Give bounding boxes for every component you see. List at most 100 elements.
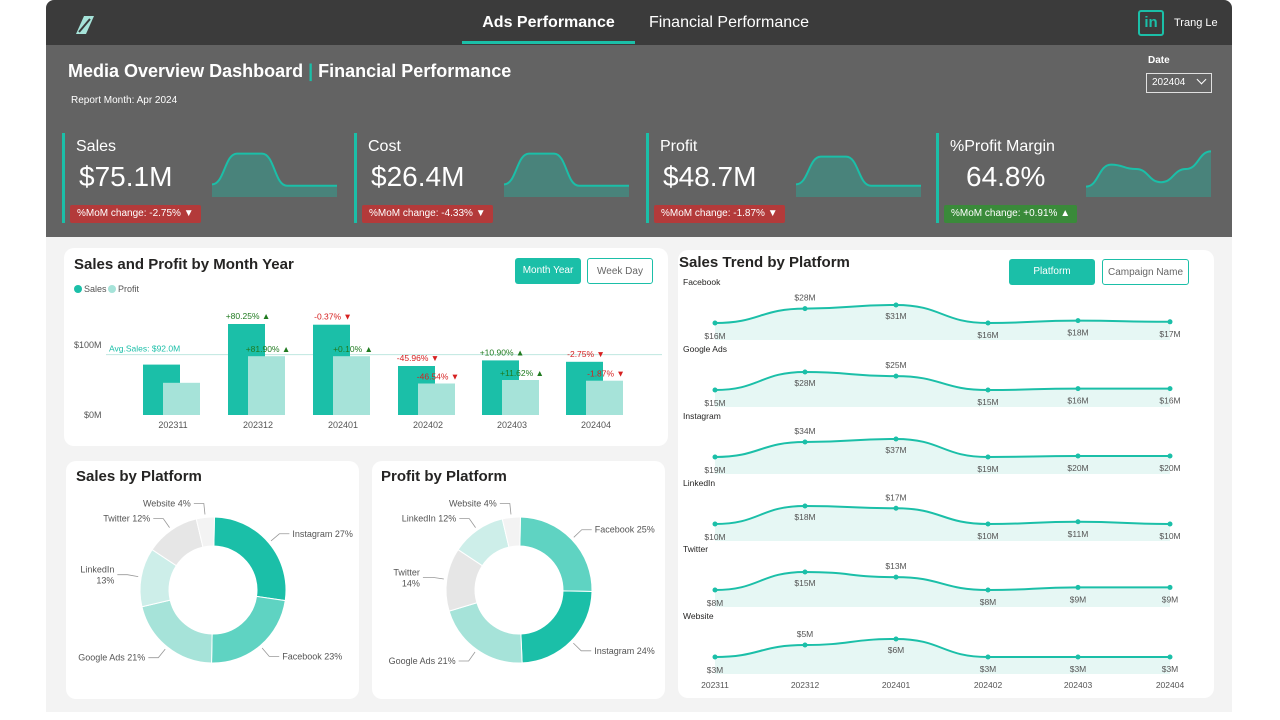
week-day-button[interactable]: Week Day bbox=[587, 258, 653, 284]
x-tick-label: 202311 bbox=[158, 420, 187, 430]
kpi-accent-bar bbox=[62, 133, 65, 223]
slice-label: Website 4% bbox=[449, 498, 497, 508]
tab-ads-performance[interactable]: Ads Performance bbox=[482, 14, 615, 31]
trend-value-label: $13M bbox=[885, 561, 906, 571]
trend-point bbox=[802, 306, 808, 312]
trend-value-label: $31M bbox=[885, 311, 906, 321]
slice-label: LinkedIn 13% bbox=[80, 565, 114, 586]
trend-point bbox=[802, 569, 808, 575]
legend-profit-swatch bbox=[108, 285, 116, 293]
trend-x-tick: 202402 bbox=[974, 680, 1003, 690]
trend-value-label: $20M bbox=[1159, 463, 1180, 473]
trend-area bbox=[715, 506, 1170, 541]
slice-leader-line bbox=[148, 648, 166, 659]
trend-value-label: $16M bbox=[704, 331, 725, 341]
platform-label: Facebook bbox=[683, 277, 721, 287]
kpi-value: $48.7M bbox=[663, 161, 757, 192]
kpi-card-sales: Sales $75.1M %MoM change: -2.75% ▼ bbox=[62, 131, 342, 227]
trend-x-tick: 202311 bbox=[701, 680, 729, 690]
profit-mom-label: +81.90% ▲ bbox=[246, 344, 291, 354]
slice-label-line: Instagram 24% bbox=[594, 646, 655, 656]
slice-label-line: Facebook 23% bbox=[282, 651, 342, 661]
user-name: Trang Le bbox=[1174, 17, 1218, 29]
platform-button[interactable]: Platform bbox=[1009, 259, 1095, 285]
trend-point bbox=[1075, 386, 1081, 392]
profit-bar bbox=[502, 380, 539, 415]
date-filter-label: Date bbox=[1148, 55, 1170, 66]
trend-point bbox=[985, 320, 991, 326]
sales-mom-label: +10.90% ▲ bbox=[480, 347, 525, 357]
trend-value-label: $9M bbox=[1162, 594, 1179, 604]
slice-label: Instagram 24% bbox=[594, 646, 655, 656]
kpi-label: Cost bbox=[368, 138, 401, 155]
trend-area bbox=[715, 572, 1170, 607]
trend-point bbox=[712, 654, 718, 660]
trend-value-label: $6M bbox=[888, 645, 905, 655]
trend-point bbox=[712, 387, 718, 393]
top-nav-bar: Ads Performance Financial Performance in… bbox=[46, 0, 1232, 45]
header-panel: Media Overview Dashboard | Financial Per… bbox=[46, 45, 1232, 237]
trend-point bbox=[1167, 654, 1173, 660]
slice-leader-line bbox=[458, 651, 476, 662]
trend-value-label: $16M bbox=[1159, 396, 1180, 406]
donut-slice bbox=[213, 516, 287, 602]
platform-label: Instagram bbox=[683, 411, 721, 421]
slice-label: Website 4% bbox=[143, 498, 191, 508]
slice-label-line: Facebook 25% bbox=[595, 525, 655, 535]
slice-label-line: Website 4% bbox=[449, 498, 497, 508]
trend-value-label: $17M bbox=[885, 492, 906, 502]
trend-line bbox=[714, 570, 1170, 592]
linkedin-icon[interactable]: in bbox=[1138, 10, 1164, 36]
month-chart-title: Sales and Profit by Month Year bbox=[74, 256, 294, 273]
trend-area bbox=[715, 639, 1170, 674]
slice-label-line: Website 4% bbox=[143, 498, 191, 508]
date-filter-value: 202404 bbox=[1152, 77, 1186, 88]
sparkline-area bbox=[796, 156, 921, 197]
trend-value-label: $3M bbox=[1070, 664, 1087, 674]
month-chart-card: Sales and Profit by Month Year Month Yea… bbox=[64, 248, 668, 446]
slice-label: LinkedIn 12% bbox=[402, 514, 457, 524]
slice-label: Google Ads 21% bbox=[78, 653, 145, 663]
trend-value-label: $18M bbox=[794, 512, 815, 522]
kpi-value: $75.1M bbox=[79, 161, 173, 192]
trend-value-label: $15M bbox=[794, 578, 815, 588]
page-title: Media Overview Dashboard | Financial Per… bbox=[68, 61, 511, 82]
kpi-accent-bar bbox=[936, 133, 939, 223]
platform-label: Twitter bbox=[683, 544, 708, 554]
dashboard-app: Ads Performance Financial Performance in… bbox=[46, 0, 1232, 712]
trend-point bbox=[893, 302, 899, 308]
donut-slice bbox=[520, 590, 593, 664]
kpi-card-profit: Profit $48.7M %MoM change: -1.87% ▼ bbox=[646, 131, 926, 227]
trend-value-label: $37M bbox=[885, 445, 906, 455]
trend-value-label: $17M bbox=[1159, 329, 1180, 339]
trend-line bbox=[714, 637, 1170, 659]
campaign-name-button[interactable]: Campaign Name bbox=[1102, 259, 1189, 285]
kpi-sparkline bbox=[212, 152, 337, 197]
trend-card: Sales Trend by Platform Platform Campaig… bbox=[678, 250, 1214, 698]
trend-point bbox=[1075, 654, 1081, 660]
date-filter-select[interactable]: 202404 bbox=[1146, 73, 1212, 93]
slice-label: Facebook 25% bbox=[595, 525, 655, 535]
sales-donut-chart: Instagram 27% Facebook 23% Google Ads 21% L… bbox=[78, 498, 353, 664]
trend-point bbox=[893, 373, 899, 379]
trend-value-label: $25M bbox=[885, 360, 906, 370]
kpi-value: $26.4M bbox=[371, 161, 465, 192]
trend-small-multiples: Facebook $16M $28M $31M $16M $18M $17M Google A… bbox=[683, 277, 1184, 690]
trend-area bbox=[715, 439, 1170, 474]
trend-point bbox=[1167, 453, 1173, 459]
trend-value-label: $3M bbox=[980, 664, 997, 674]
slice-label: Google Ads 21% bbox=[389, 656, 456, 666]
slice-label-line: Twitter bbox=[393, 567, 420, 577]
profit-mom-label: -1.87% ▼ bbox=[587, 369, 625, 379]
slice-leader-line bbox=[459, 518, 476, 528]
trend-value-label: $28M bbox=[794, 378, 815, 388]
leaf-logo-icon[interactable] bbox=[72, 14, 96, 36]
kpi-sparkline bbox=[796, 155, 921, 197]
tab-financial-performance[interactable]: Financial Performance bbox=[648, 14, 810, 31]
trend-point bbox=[1075, 519, 1081, 525]
sparkline-line bbox=[796, 155, 921, 187]
slice-leader-line bbox=[270, 533, 290, 542]
trend-value-label: $19M bbox=[704, 465, 725, 475]
month-year-button[interactable]: Month Year bbox=[515, 258, 581, 284]
kpi-mom-change: %MoM change: -4.33% ▼ bbox=[362, 205, 493, 223]
